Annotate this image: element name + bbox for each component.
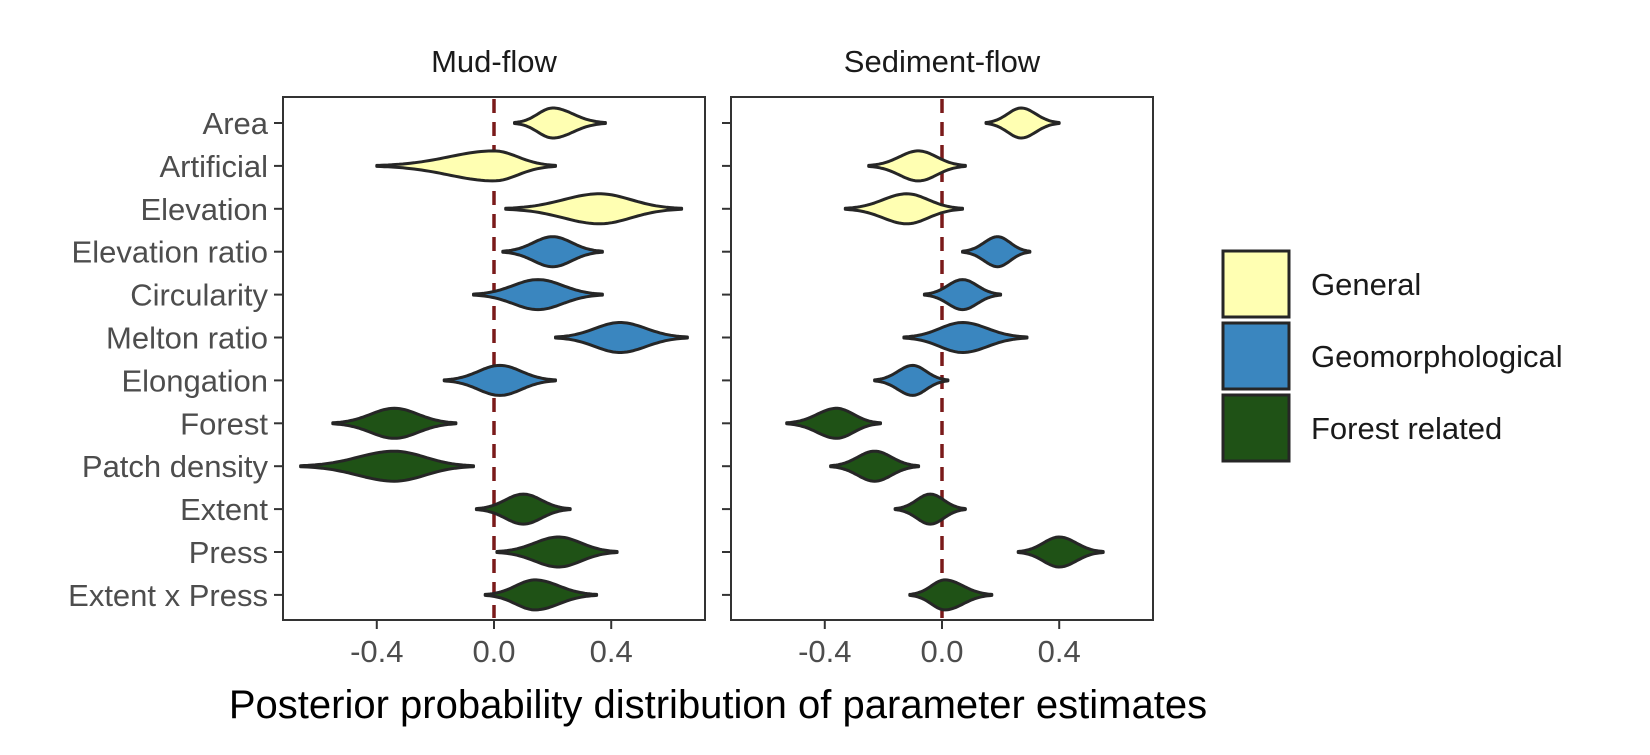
legend-key-geomorphological xyxy=(1221,321,1291,391)
violin-sediment-flow-patch-density xyxy=(829,449,921,483)
x-tick-label: 0.0 xyxy=(920,634,963,669)
x-tick-label: 0.0 xyxy=(472,634,515,669)
violin-mud-flow-circularity xyxy=(472,278,604,312)
violin-mud-flow-press xyxy=(495,535,619,569)
violin-sediment-flow-extent-x-press xyxy=(908,578,994,612)
y-tick-label-area: Area xyxy=(203,106,269,141)
x-axis-title: Posterior probability distribution of pa… xyxy=(229,683,1207,727)
x-tick-label: 0.4 xyxy=(1038,634,1081,669)
violin-sediment-flow-circularity xyxy=(922,278,1003,312)
x-tick-label: -0.4 xyxy=(798,634,851,669)
facet-title: Sediment-flow xyxy=(844,44,1041,79)
y-tick-label-elongation: Elongation xyxy=(121,363,268,398)
violin-sediment-flow-melton-ratio xyxy=(902,321,1029,354)
y-tick-label-extent-x-press: Extent x Press xyxy=(68,578,268,613)
x-tick-label: -0.4 xyxy=(350,634,403,669)
violin-mud-flow-area xyxy=(513,106,607,140)
violin-mud-flow-elongation xyxy=(442,363,557,397)
y-tick-label-forest: Forest xyxy=(180,406,268,441)
y-tick-label-elevation: Elevation xyxy=(140,192,268,227)
y-tick-label-melton-ratio: Melton ratio xyxy=(106,321,268,356)
violin-sediment-flow-artificial xyxy=(867,149,967,183)
violin-sediment-flow-area xyxy=(984,106,1061,140)
y-tick-label-patch-density: Patch density xyxy=(82,449,269,484)
legend-key-forest-related xyxy=(1221,393,1291,463)
violin-mud-flow-forest xyxy=(331,406,458,440)
y-tick-label-press: Press xyxy=(189,535,268,570)
panel-mud-flow: Mud-flow -0.4 0.0 0.4 Area Artificial Elevatio… xyxy=(68,44,706,669)
violin-mud-flow-artificial xyxy=(375,149,557,183)
x-tick-label: 0.4 xyxy=(590,634,633,669)
legend-label-geomorphological: Geomorphological xyxy=(1311,339,1563,374)
legend-key-general xyxy=(1221,249,1291,319)
violin-mud-flow-patch-density xyxy=(299,449,475,483)
violin-sediment-flow-elevation-ratio xyxy=(961,235,1032,269)
violin-mud-flow-melton-ratio xyxy=(554,321,689,354)
facet-title: Mud-flow xyxy=(431,44,557,79)
legend-label-forest-related: Forest related xyxy=(1311,411,1502,446)
violin-mud-flow-extent-x-press xyxy=(483,578,599,612)
violin-sediment-flow-elongation xyxy=(873,363,950,397)
legend-label-general: General xyxy=(1311,267,1421,302)
y-tick-label-elevation-ratio: Elevation ratio xyxy=(72,235,268,270)
legend: General Geomorphological Forest related xyxy=(1221,249,1563,463)
violin-mud-flow-elevation xyxy=(504,192,684,226)
violin-sediment-flow-elevation xyxy=(843,192,964,226)
violin-sediment-flow-forest xyxy=(785,406,882,440)
violin-mud-flow-extent xyxy=(474,492,572,526)
violin-sediment-flow-press xyxy=(1016,535,1105,569)
violin-sediment-flow-extent xyxy=(893,492,967,526)
y-tick-label-extent: Extent xyxy=(180,492,268,527)
y-tick-label-circularity: Circularity xyxy=(130,278,268,313)
y-tick-label-artificial: Artificial xyxy=(159,149,268,184)
violin-mud-flow-elevation-ratio xyxy=(501,235,604,269)
panel-sediment-flow: Sediment-flow -0.4 0.0 0.4 xyxy=(722,44,1154,669)
